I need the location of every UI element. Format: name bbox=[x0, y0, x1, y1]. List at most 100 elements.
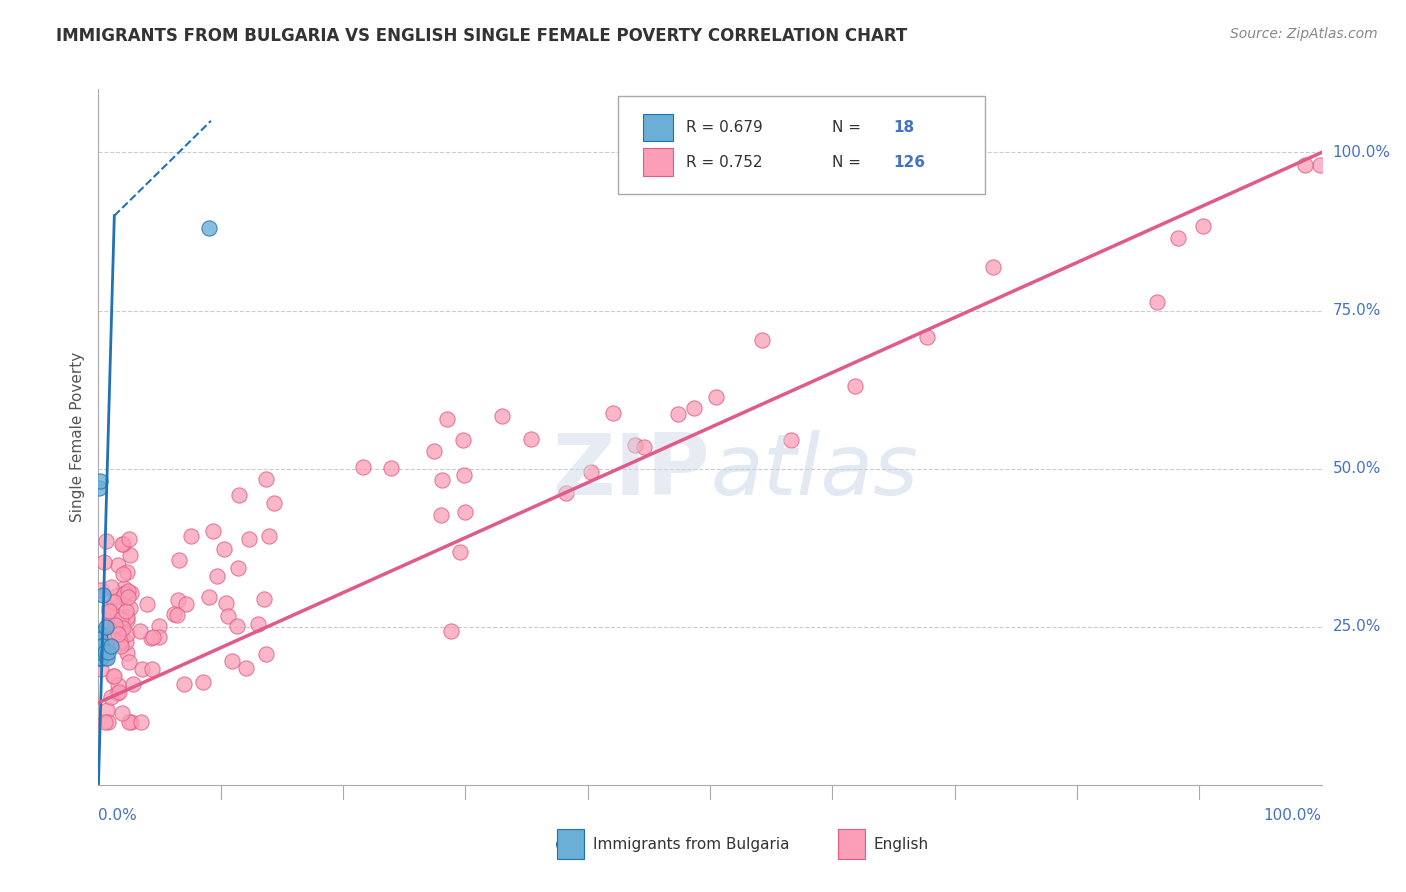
Point bbox=[89, 639, 111, 653]
Point bbox=[221, 654, 243, 668]
Point bbox=[666, 407, 689, 421]
Point bbox=[166, 607, 188, 622]
Point bbox=[1146, 295, 1168, 310]
Point bbox=[553, 831, 575, 846]
Text: atlas: atlas bbox=[710, 430, 918, 514]
Point bbox=[981, 260, 1004, 275]
Point bbox=[97, 714, 120, 729]
Text: 18: 18 bbox=[894, 120, 915, 135]
Point bbox=[1167, 230, 1189, 244]
Point bbox=[104, 618, 127, 632]
Point bbox=[98, 633, 121, 648]
Point bbox=[436, 411, 458, 425]
Point bbox=[226, 618, 249, 632]
Point bbox=[253, 591, 276, 606]
Point bbox=[579, 465, 602, 479]
Y-axis label: Single Female Poverty: Single Female Poverty bbox=[69, 352, 84, 522]
Point bbox=[105, 589, 128, 603]
Bar bbox=[643, 148, 673, 177]
Bar bbox=[838, 829, 865, 859]
Point bbox=[148, 619, 170, 633]
Point bbox=[112, 621, 135, 635]
Point bbox=[235, 661, 257, 675]
Point bbox=[205, 569, 228, 583]
Text: R = 0.752: R = 0.752 bbox=[686, 154, 762, 169]
Point bbox=[89, 626, 111, 640]
Text: Immigrants from Bulgaria: Immigrants from Bulgaria bbox=[592, 837, 789, 852]
Point bbox=[90, 651, 112, 665]
Text: 0.0%: 0.0% bbox=[98, 807, 138, 822]
Point bbox=[94, 534, 117, 549]
Point bbox=[111, 537, 134, 551]
Point bbox=[633, 440, 655, 454]
Point bbox=[96, 651, 118, 665]
Text: 100.0%: 100.0% bbox=[1264, 807, 1322, 822]
Point bbox=[90, 582, 112, 597]
Point bbox=[430, 508, 453, 522]
Point bbox=[491, 409, 513, 424]
Text: 126: 126 bbox=[894, 154, 925, 169]
Point bbox=[114, 604, 136, 618]
Point bbox=[174, 598, 197, 612]
Point bbox=[93, 645, 115, 659]
Point bbox=[430, 473, 453, 487]
Point bbox=[112, 581, 135, 595]
Point bbox=[136, 597, 159, 611]
Point bbox=[163, 607, 186, 622]
Point bbox=[117, 646, 139, 660]
Point bbox=[94, 620, 117, 634]
Point bbox=[110, 622, 132, 636]
Point bbox=[103, 668, 125, 682]
Point bbox=[105, 686, 128, 700]
Point bbox=[214, 542, 236, 557]
Point bbox=[105, 618, 128, 632]
Point bbox=[118, 533, 141, 547]
Text: 25.0%: 25.0% bbox=[1333, 619, 1381, 634]
Point bbox=[217, 608, 239, 623]
Point bbox=[142, 631, 165, 645]
Point bbox=[148, 630, 170, 644]
Point bbox=[115, 613, 138, 627]
Point bbox=[254, 472, 277, 486]
Point bbox=[89, 475, 111, 489]
Text: R = 0.679: R = 0.679 bbox=[686, 120, 762, 135]
Point bbox=[96, 703, 118, 717]
Point bbox=[197, 221, 219, 235]
Point bbox=[97, 640, 120, 655]
Point bbox=[90, 645, 112, 659]
Point bbox=[844, 378, 866, 392]
Point bbox=[197, 590, 219, 604]
Point bbox=[1309, 158, 1331, 172]
Point bbox=[1294, 158, 1316, 172]
Point bbox=[129, 714, 152, 729]
Point bbox=[780, 434, 803, 448]
Point bbox=[117, 584, 139, 599]
Point bbox=[93, 555, 115, 569]
Text: 75.0%: 75.0% bbox=[1333, 303, 1381, 318]
Point bbox=[254, 648, 277, 662]
Point bbox=[263, 496, 285, 510]
Point bbox=[111, 591, 134, 605]
Point bbox=[683, 401, 706, 415]
Point bbox=[129, 624, 152, 638]
Point bbox=[89, 639, 111, 653]
Point bbox=[89, 651, 111, 665]
Bar bbox=[643, 113, 673, 141]
Point bbox=[915, 329, 938, 343]
Point bbox=[115, 626, 138, 640]
Point bbox=[554, 486, 576, 500]
Point bbox=[115, 635, 138, 649]
Point bbox=[191, 675, 214, 690]
Point bbox=[100, 580, 122, 594]
Point bbox=[167, 553, 190, 567]
Point bbox=[422, 444, 444, 458]
Point bbox=[228, 561, 250, 575]
Point bbox=[602, 406, 624, 420]
Point bbox=[117, 565, 139, 579]
Point bbox=[454, 505, 477, 519]
Point bbox=[117, 591, 139, 605]
Point bbox=[131, 662, 153, 676]
Point bbox=[704, 390, 727, 404]
Point bbox=[103, 595, 125, 609]
Point bbox=[173, 677, 195, 691]
